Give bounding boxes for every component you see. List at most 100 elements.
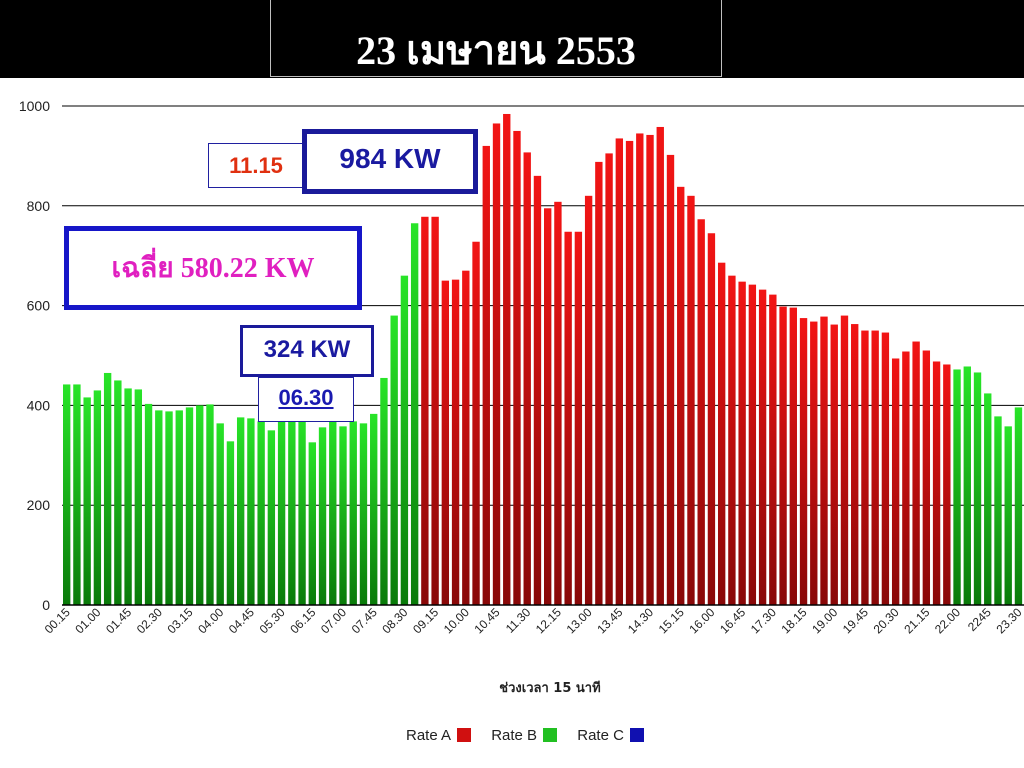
- bar: [288, 410, 296, 605]
- bar: [799, 318, 808, 605]
- x-tick-label: 21.15: [901, 605, 932, 636]
- bar: [134, 389, 143, 605]
- x-tick-label: 04.00: [195, 605, 226, 636]
- x-tick-label: 12.15: [533, 605, 564, 636]
- x-tick-label: 14.30: [625, 605, 656, 636]
- x-tick-label: 08.30: [379, 605, 410, 636]
- bar: [554, 201, 562, 605]
- bar: [625, 140, 634, 605]
- x-tick-label: 10.00: [441, 605, 472, 636]
- bar: [298, 416, 306, 605]
- bar: [451, 279, 460, 605]
- bar: [165, 411, 173, 605]
- x-tick-label: 07.00: [318, 605, 349, 636]
- x-axis-label: ช่วงเวลา 15 นาที: [499, 680, 600, 696]
- bar: [400, 275, 409, 605]
- bar: [871, 330, 879, 605]
- bar: [943, 364, 951, 605]
- bar: [677, 186, 685, 605]
- x-tick-label: 19.45: [840, 605, 871, 636]
- x-tick-label: 13.45: [594, 605, 625, 636]
- y-tick-label: 0: [42, 597, 50, 613]
- bar: [666, 154, 675, 605]
- bar: [605, 153, 613, 605]
- page-title: 23 เมษายน 2553: [356, 28, 636, 73]
- bar: [421, 216, 429, 605]
- legend-label: Rate B: [491, 726, 538, 744]
- bar: [994, 416, 1002, 605]
- bar: [441, 280, 450, 605]
- bar: [124, 388, 132, 605]
- y-tick-label: 600: [27, 298, 51, 314]
- bar: [410, 223, 419, 605]
- bar: [758, 289, 767, 605]
- average-box: เฉลี่ย 580.22 KW: [64, 226, 362, 310]
- chart-legend: Rate A Rate B Rate C: [406, 726, 660, 744]
- bar: [175, 410, 183, 605]
- bar: [523, 152, 531, 605]
- bar: [93, 390, 102, 605]
- x-tick-label: 07.45: [349, 605, 380, 636]
- title-box: 23 เมษายน 2553: [270, 0, 722, 77]
- peak-value-box: 984 KW: [302, 129, 478, 194]
- bar: [932, 361, 941, 605]
- bar: [206, 404, 214, 605]
- x-tick-label: 17.30: [748, 605, 779, 636]
- bar: [861, 330, 869, 605]
- title-bar: 23 เมษายน 2553: [0, 0, 1024, 78]
- bar: [83, 397, 91, 605]
- bar: [482, 145, 490, 606]
- legend-item-rate-b: Rate B: [491, 726, 558, 744]
- x-tick-label: 09.15: [410, 605, 441, 636]
- bar: [912, 341, 920, 605]
- bar: [595, 161, 603, 605]
- x-tick-label: 18.15: [778, 605, 809, 636]
- min-time-box: 06.30: [258, 377, 354, 422]
- peak-time-box: 11.15: [208, 143, 304, 188]
- bar: [114, 380, 122, 605]
- x-tick-label: 06.15: [287, 605, 318, 636]
- bar: [503, 113, 511, 605]
- bar: [1004, 426, 1012, 605]
- x-tick-label: 01.45: [103, 605, 134, 636]
- bar: [984, 393, 992, 605]
- bar: [564, 231, 572, 605]
- x-tick-label: 19.00: [809, 605, 840, 636]
- bar: [738, 281, 746, 605]
- bar: [257, 421, 265, 605]
- y-tick-label: 800: [27, 198, 51, 214]
- bar: [267, 430, 276, 605]
- legend-item-rate-a: Rate A: [406, 726, 472, 744]
- bar: [584, 195, 593, 605]
- bar: [779, 306, 787, 605]
- bar: [247, 418, 255, 605]
- legend-label: Rate C: [577, 726, 624, 744]
- legend-item-rate-c: Rate C: [577, 727, 644, 744]
- bar: [329, 415, 337, 605]
- y-tick-label: 200: [27, 497, 51, 513]
- bar: [574, 231, 583, 605]
- bar: [216, 423, 224, 605]
- legend-label: Rate A: [406, 726, 452, 744]
- bar: [544, 208, 552, 606]
- bars-layer: [63, 113, 1023, 606]
- bar: [390, 315, 398, 605]
- bar: [380, 377, 388, 605]
- min-value-box: 324 KW: [240, 325, 374, 377]
- bar: [155, 410, 163, 605]
- bar: [851, 324, 859, 605]
- bar: [236, 417, 245, 605]
- bar: [103, 372, 112, 605]
- bar: [339, 426, 347, 605]
- bar: [656, 126, 664, 606]
- bar: [533, 175, 542, 606]
- bar: [646, 134, 654, 605]
- bar: [707, 233, 716, 605]
- x-axis-ticks: 00.15 01.00 01.45 02.30 03.15 04.00 04.45 05.30…: [42, 605, 1024, 636]
- bar: [810, 321, 818, 605]
- y-tick-label: 1000: [19, 98, 50, 114]
- bar: [349, 421, 357, 605]
- x-tick-label: 23.30: [993, 605, 1024, 636]
- x-tick-label: 20.30: [871, 605, 902, 636]
